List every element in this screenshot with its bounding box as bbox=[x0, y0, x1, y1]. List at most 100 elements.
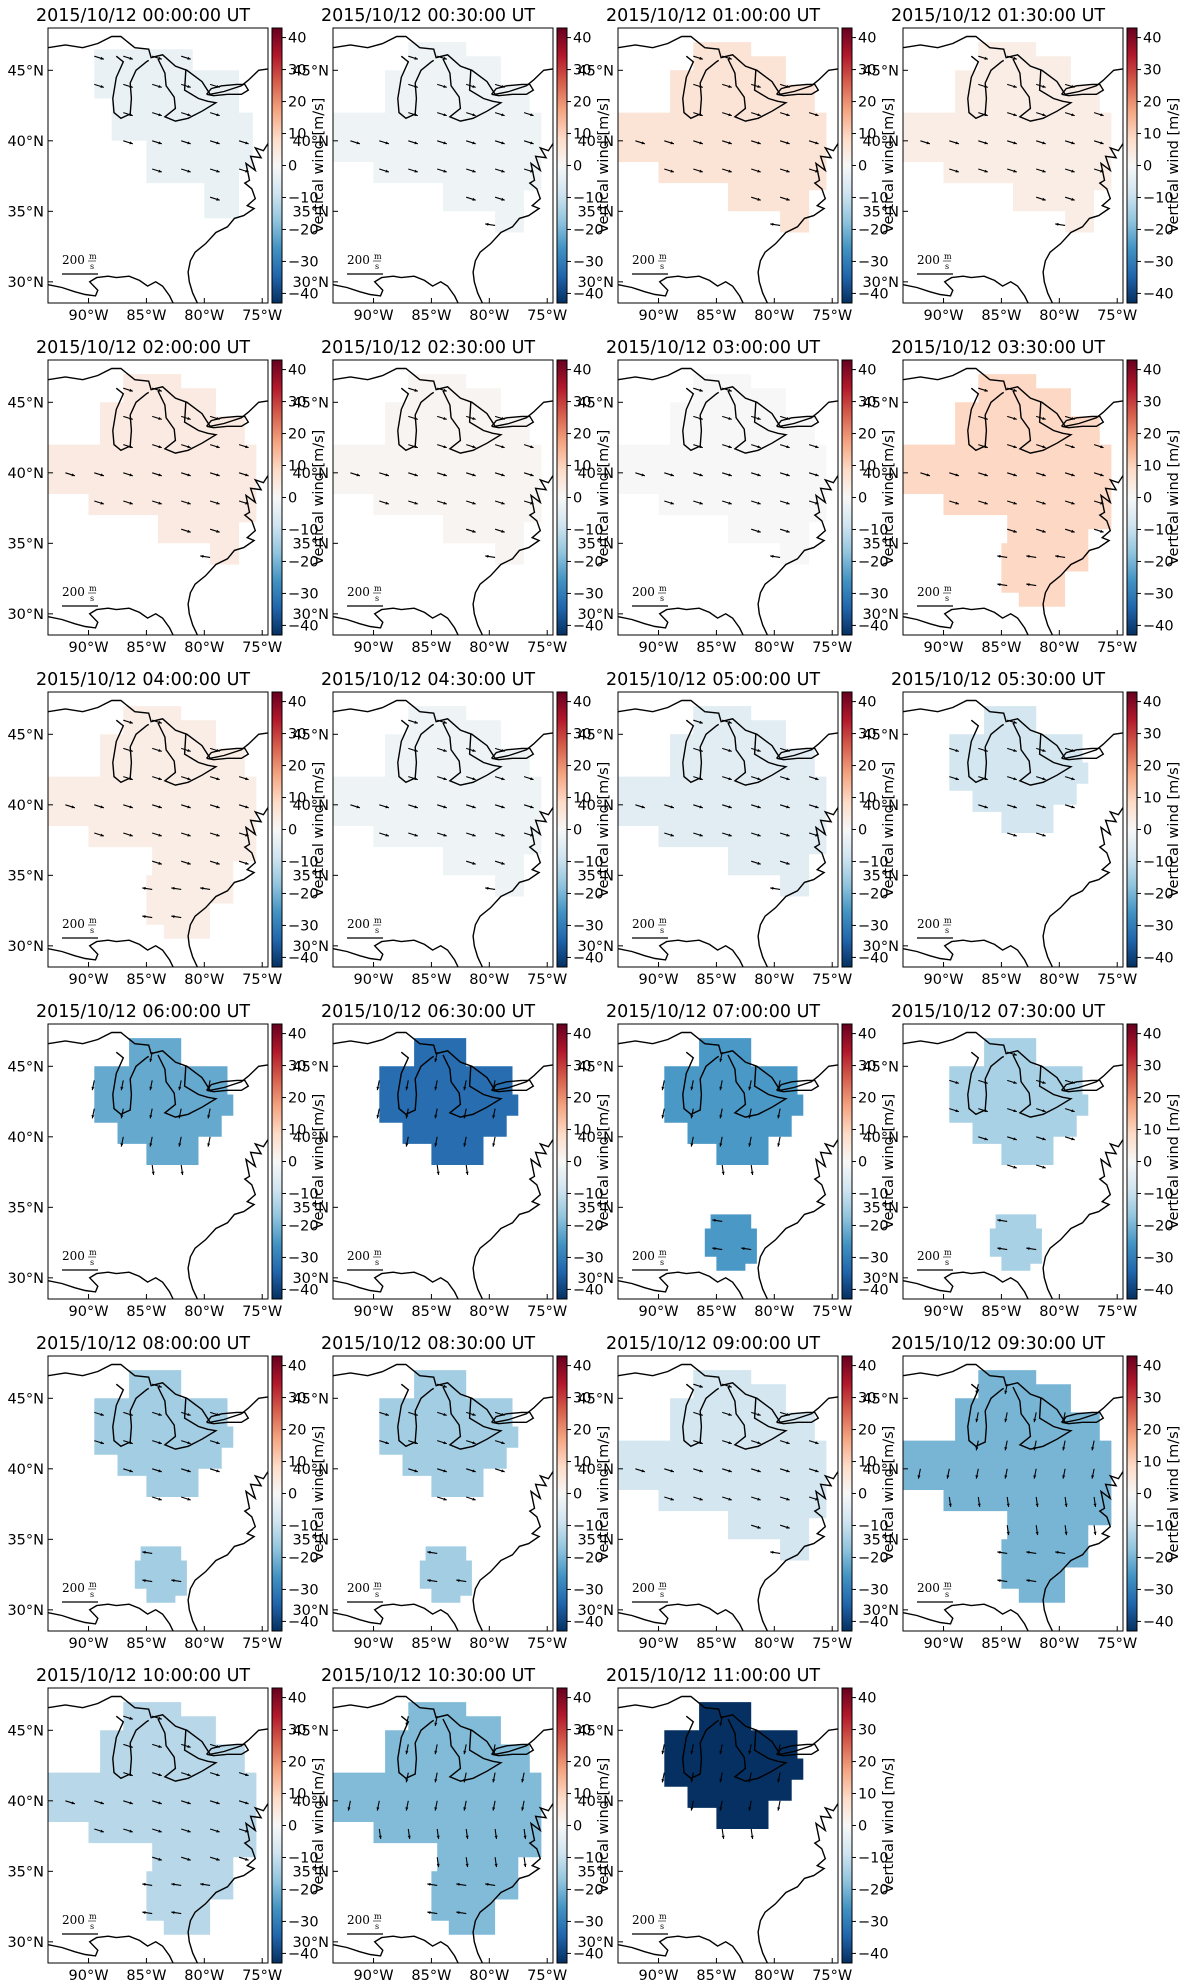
colorbar-tick-label: −30 bbox=[1143, 254, 1174, 270]
lat-tick-label: 35°N bbox=[7, 204, 44, 220]
colorbar-tick-label: 20 bbox=[288, 1755, 306, 1771]
wind-arrow-head bbox=[178, 1115, 182, 1119]
lat-tick-label: 30°N bbox=[7, 607, 44, 623]
wind-arrow-head bbox=[728, 501, 732, 505]
colorbar-gradient bbox=[556, 359, 568, 636]
wind-arrow-head bbox=[699, 1497, 703, 1501]
colorbar-tick-label: −20 bbox=[1143, 1218, 1174, 1234]
wind-arrow-head bbox=[158, 501, 162, 505]
colorbar-tick-label: 0 bbox=[1143, 159, 1152, 175]
colorbar-tick-label: −40 bbox=[288, 1946, 319, 1962]
wind-arrow-head bbox=[1013, 56, 1017, 60]
wind-arrow-head bbox=[485, 1882, 489, 1886]
coastline bbox=[48, 1363, 268, 1424]
coastline bbox=[112, 387, 150, 452]
wind-arrow-head bbox=[1004, 1418, 1008, 1423]
colorbar-tick-label: 10 bbox=[288, 127, 306, 143]
colorbar-tick-label: 40 bbox=[573, 1691, 591, 1707]
wind-arrow-head bbox=[1091, 1475, 1095, 1479]
lat-tick-label: 40°N bbox=[862, 1462, 899, 1478]
wind-arrow-head bbox=[414, 56, 418, 60]
panel-title: 2015/10/12 02:00:00 UT bbox=[36, 338, 250, 358]
colorbar-gradient bbox=[841, 691, 853, 968]
scale-unit-num: m bbox=[659, 1912, 667, 1921]
colorbar: 40 30 20 10 0 −10 −20 −30 −40 Vertical wind [m/s] bbox=[271, 1023, 327, 1300]
wind-arrow-head bbox=[187, 113, 191, 117]
colorbar-tick-label: 20 bbox=[1143, 1423, 1161, 1439]
wind-arrow-head bbox=[955, 1081, 959, 1084]
wind-arrow-head bbox=[1006, 1503, 1010, 1507]
coastline bbox=[48, 1603, 174, 1631]
wind-arrow-head bbox=[719, 1779, 723, 1783]
coastline bbox=[491, 1079, 535, 1093]
colorbar-label: Vertical wind [m/s] bbox=[311, 1426, 327, 1562]
scale-key: 200 ms bbox=[917, 1580, 953, 1603]
colorbar-tick-label: 40 bbox=[288, 31, 306, 47]
axes-frame bbox=[902, 691, 1124, 968]
wind-arrow-head bbox=[1013, 169, 1017, 173]
wind-arrow-head bbox=[757, 141, 761, 145]
wind-arrow-head bbox=[661, 1086, 665, 1091]
colorbar-gradient bbox=[1126, 27, 1138, 304]
scale-key: 200 ms bbox=[347, 252, 383, 275]
wind-arrow-head bbox=[728, 777, 732, 781]
colorbar-tick-label: 20 bbox=[573, 1755, 591, 1771]
coastline bbox=[472, 807, 553, 967]
colorbar-gradient bbox=[1126, 1023, 1138, 1300]
wind-arrow-head bbox=[757, 169, 761, 173]
coastline bbox=[1012, 1386, 1073, 1450]
wind-arrow-head bbox=[187, 417, 191, 420]
wind-region-cell bbox=[903, 374, 1112, 607]
axes-frame bbox=[47, 359, 269, 636]
colorbar-tick-label: −30 bbox=[573, 1582, 604, 1598]
wind-arrow-head bbox=[757, 85, 761, 88]
lat-tick-label: 45°N bbox=[7, 1391, 44, 1407]
panel-title: 2015/10/12 05:00:00 UT bbox=[606, 670, 820, 690]
colorbar-tick-label: 10 bbox=[573, 1455, 591, 1471]
colorbar-label: Vertical wind [m/s] bbox=[881, 1094, 897, 1230]
wind-arrow-head bbox=[1071, 445, 1075, 449]
lon-tick-label: 85°W bbox=[126, 308, 166, 324]
wind-arrow-head bbox=[171, 915, 175, 919]
colorbar-tick-label: 30 bbox=[573, 1059, 591, 1075]
wind-arrow-head bbox=[530, 805, 534, 809]
coastline bbox=[967, 1383, 1005, 1448]
colorbar-tick-label: −40 bbox=[573, 1946, 604, 1962]
colorbar: 40 30 20 10 0 −10 −20 −30 −40 Vertical wind [m/s] bbox=[1126, 1023, 1182, 1300]
coastline bbox=[903, 1363, 1123, 1424]
wind-arrow-head bbox=[472, 1469, 476, 1473]
wind-arrow-head bbox=[530, 473, 534, 477]
colorbar-label: Vertical wind [m/s] bbox=[881, 430, 897, 566]
scale-value: 200 bbox=[347, 585, 370, 599]
wind-arrow-head bbox=[1013, 1165, 1017, 1169]
wind-arrow-head bbox=[1013, 388, 1017, 392]
colorbar: 40 30 20 10 0 −10 −20 −30 −40 Vertical wind [m/s] bbox=[556, 359, 612, 636]
wind-arrow-head bbox=[1033, 1475, 1037, 1479]
axes-frame bbox=[617, 27, 839, 304]
wind-arrow-head bbox=[158, 749, 162, 752]
wind-arrow-head bbox=[158, 1716, 162, 1720]
colorbar-tick-label: 30 bbox=[573, 1391, 591, 1407]
colorbar-gradient bbox=[271, 27, 283, 304]
wind-arrow-head bbox=[1100, 445, 1104, 449]
wind-arrow-head bbox=[178, 1086, 182, 1091]
coastline bbox=[157, 1054, 218, 1118]
wind-region-cell bbox=[704, 1214, 757, 1271]
colorbar-tick-label: 30 bbox=[1143, 1059, 1161, 1075]
coastline bbox=[682, 55, 720, 120]
wind-arrow-head bbox=[129, 417, 133, 420]
wind-arrow-head bbox=[129, 1829, 133, 1833]
colorbar-gradient bbox=[841, 359, 853, 636]
wind-arrow-head bbox=[699, 473, 703, 477]
wind-arrow-head bbox=[786, 501, 790, 505]
panel-title: 2015/10/12 04:00:00 UT bbox=[36, 670, 250, 690]
lat-tick-label: 45°N bbox=[577, 63, 614, 79]
wind-arrow-head bbox=[501, 197, 505, 201]
wind-arrow-head bbox=[815, 141, 819, 145]
wind-arrow-head bbox=[245, 861, 249, 865]
colorbar-gradient bbox=[556, 1687, 568, 1964]
wind-arrow-head bbox=[699, 777, 703, 781]
lat-tick-label: 35°N bbox=[577, 1532, 614, 1548]
